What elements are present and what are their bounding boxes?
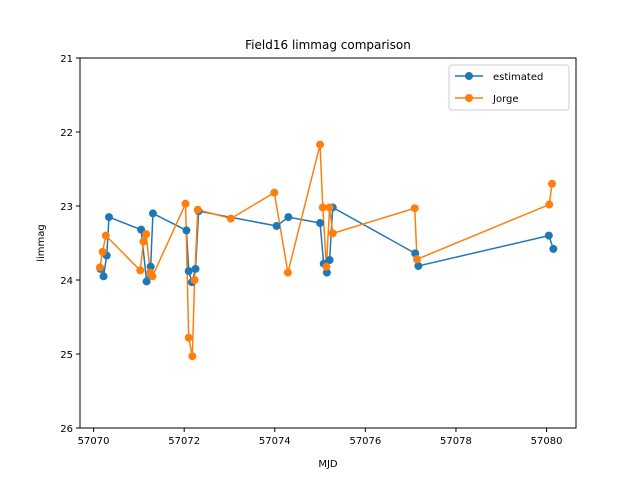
data-point-estimated	[184, 267, 193, 276]
data-point-jorge	[193, 205, 202, 214]
legend-marker-estimated	[465, 72, 473, 80]
data-point-jorge	[316, 140, 325, 149]
x-tick-label: 57072	[168, 436, 200, 447]
y-tick-label: 25	[60, 350, 73, 361]
y-tick-label: 24	[60, 276, 73, 287]
data-point-jorge	[410, 204, 419, 213]
x-tick-label: 57080	[531, 436, 563, 447]
x-tick-label: 57074	[259, 436, 291, 447]
y-tick-label: 26	[60, 424, 73, 435]
data-point-estimated	[325, 256, 334, 265]
y-axis: 21 22 23 24 25 26	[60, 54, 80, 435]
data-point-jorge	[181, 199, 190, 208]
data-point-estimated	[284, 213, 293, 222]
data-point-jorge	[142, 230, 151, 239]
data-point-estimated	[99, 272, 108, 281]
x-axis-label: MJD	[318, 459, 338, 470]
data-point-estimated	[544, 231, 553, 240]
data-point-jorge	[101, 231, 110, 240]
data-point-jorge	[328, 229, 337, 238]
data-point-estimated	[316, 219, 325, 228]
data-point-estimated	[549, 244, 558, 253]
data-point-jorge	[283, 268, 292, 277]
y-axis-label: limmag	[36, 224, 47, 262]
legend: estimated Jorge	[448, 64, 570, 111]
legend-marker-jorge	[465, 94, 473, 102]
legend-label-jorge: Jorge	[492, 94, 519, 105]
data-point-jorge	[95, 263, 104, 272]
plot-frame	[79, 57, 577, 429]
data-point-jorge	[325, 203, 334, 212]
data-point-jorge	[184, 333, 193, 342]
data-point-jorge	[139, 237, 148, 246]
legend-label-estimated: estimated	[493, 72, 543, 83]
y-tick-label: 21	[60, 54, 73, 65]
data-point-jorge	[190, 276, 199, 284]
data-point-estimated	[182, 226, 191, 235]
chart-title: Field16 limmag comparison	[245, 38, 411, 52]
data-point-jorge	[270, 188, 279, 197]
y-tick-label: 22	[60, 128, 73, 139]
data-point-jorge	[322, 262, 331, 271]
series-points	[95, 140, 558, 361]
data-point-jorge	[413, 255, 422, 264]
data-point-jorge	[148, 272, 157, 281]
x-tick-label: 57070	[78, 436, 110, 447]
data-point-jorge	[98, 247, 107, 256]
y-tick-label: 23	[60, 202, 73, 213]
data-point-jorge	[136, 266, 145, 275]
data-point-estimated	[142, 277, 151, 286]
data-point-jorge	[318, 203, 327, 212]
data-point-estimated	[414, 261, 423, 270]
x-axis: 57070 57072 57074 57076 57078 57080	[78, 428, 563, 447]
data-point-estimated	[272, 221, 281, 230]
data-point-estimated	[191, 264, 200, 273]
data-point-estimated	[148, 209, 157, 218]
data-point-estimated	[146, 262, 155, 271]
data-point-jorge	[226, 214, 235, 223]
data-point-jorge	[545, 200, 554, 209]
data-point-jorge	[547, 179, 556, 188]
x-tick-label: 57078	[440, 436, 472, 447]
data-point-jorge	[188, 352, 197, 361]
data-point-estimated	[104, 213, 113, 222]
data-point-estimated	[322, 268, 331, 277]
x-tick-label: 57076	[349, 436, 381, 447]
